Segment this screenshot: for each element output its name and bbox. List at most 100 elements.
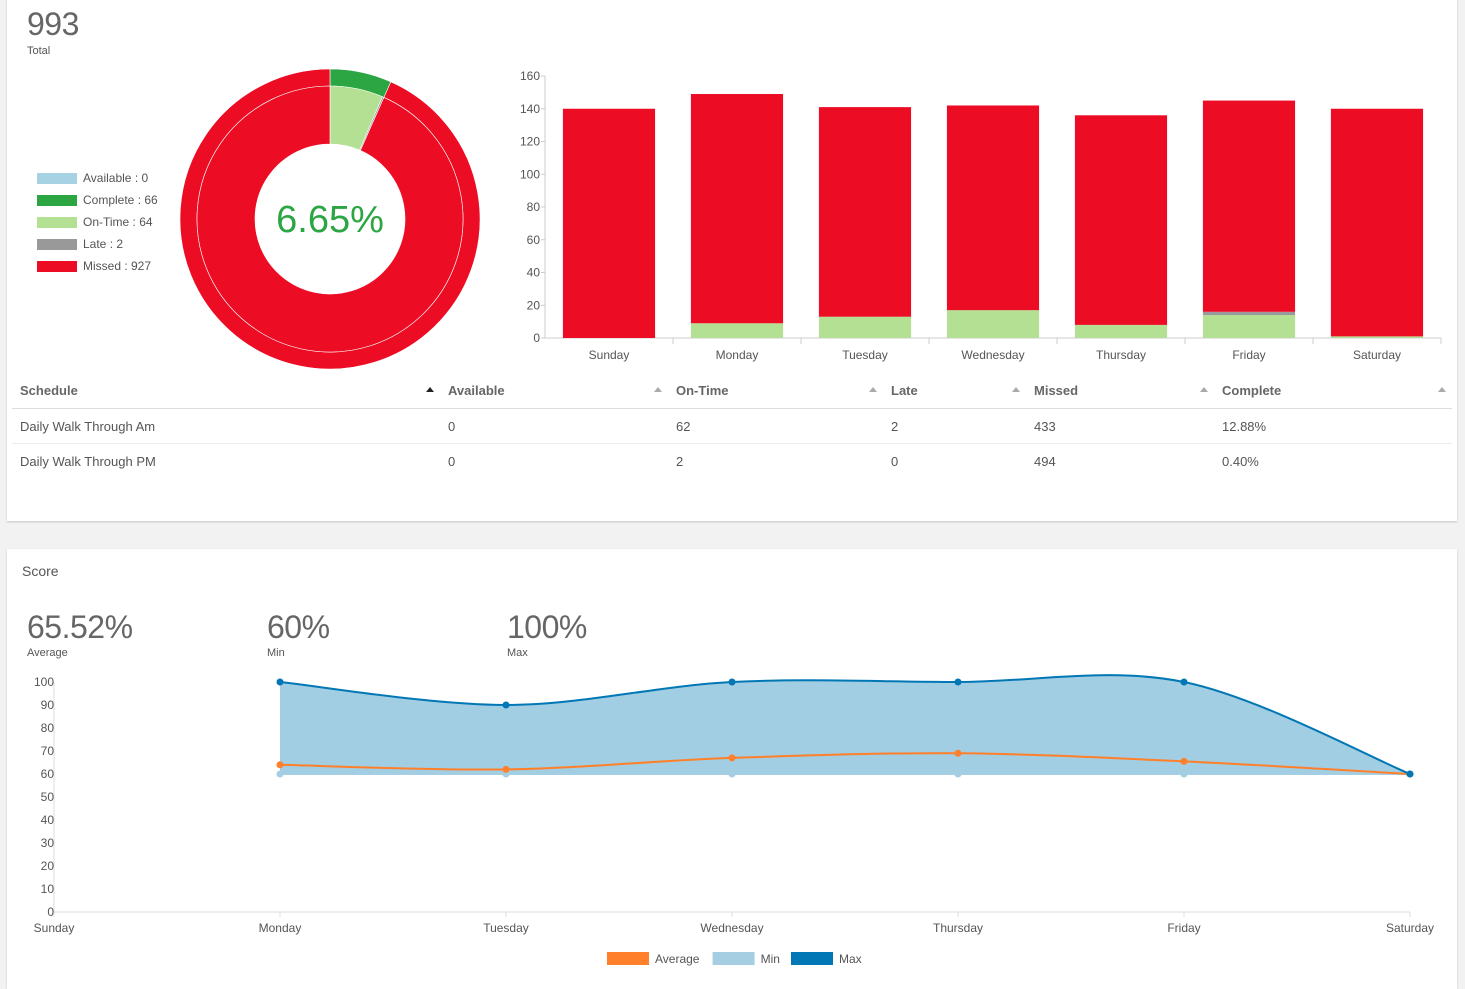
column-header-complete[interactable]: Complete	[1214, 372, 1452, 409]
legend-swatch-complete	[37, 194, 77, 206]
cell-late: 2	[883, 408, 1026, 444]
legend-label: Missed : 927	[83, 259, 152, 273]
min-max-area	[280, 675, 1410, 774]
bar-late-friday[interactable]	[1202, 311, 1296, 316]
x-tick-label: Friday	[1232, 348, 1265, 362]
sort-icon[interactable]	[1200, 387, 1208, 392]
min-point[interactable]	[276, 770, 284, 778]
x-tick-label: Saturday	[1386, 921, 1434, 935]
x-tick-label: Friday	[1167, 921, 1200, 935]
cell-late: 0	[891, 453, 899, 469]
x-tick-label: Tuesday	[842, 348, 888, 362]
bar-missed-thursday[interactable]	[1074, 115, 1168, 325]
min-point[interactable]	[728, 770, 736, 778]
x-tick-label: Wednesday	[700, 921, 763, 935]
y-tick-label: 140	[520, 102, 540, 116]
column-header-schedule[interactable]: Schedule	[12, 372, 440, 409]
score-title: Score	[22, 563, 59, 579]
legend-swatch-average[interactable]	[607, 952, 649, 965]
max-point[interactable]	[276, 678, 284, 686]
cell-schedule: Daily Walk Through Am	[12, 408, 440, 444]
x-tick-label: Sunday	[34, 921, 75, 935]
y-tick-label: 20	[527, 298, 541, 312]
legend-label-max[interactable]: Max	[839, 952, 862, 966]
y-tick-label: 90	[41, 698, 55, 712]
bar-missed-friday[interactable]	[1202, 100, 1296, 312]
table-row[interactable]: Daily Walk Through PM 0 2 0 494 0.40%	[12, 444, 1452, 479]
legend-label-min[interactable]: Min	[761, 952, 780, 966]
max-point[interactable]	[954, 678, 962, 686]
average-point[interactable]	[502, 765, 510, 773]
min-point[interactable]	[1180, 770, 1188, 778]
legend-item-complete[interactable]: Complete : 66	[37, 189, 158, 211]
average-point[interactable]	[728, 754, 736, 762]
average-point[interactable]	[954, 749, 962, 757]
max-point[interactable]	[1406, 770, 1414, 778]
max-label: Max	[507, 647, 528, 659]
y-tick-label: 60	[41, 767, 55, 781]
bar-missed-saturday[interactable]	[1330, 108, 1424, 337]
y-tick-label: 100	[520, 167, 540, 181]
max-line	[279, 674, 1411, 775]
legend-swatch-min[interactable]	[712, 952, 755, 965]
bar-on-time-tuesday[interactable]	[818, 316, 912, 338]
x-tick-label: Thursday	[933, 921, 983, 935]
min-point[interactable]	[954, 770, 962, 778]
y-tick-label: 80	[41, 721, 55, 735]
column-header-late[interactable]: Late	[883, 372, 1026, 409]
min-label: Min	[267, 647, 285, 659]
total-label: Total	[27, 45, 51, 57]
x-tick-label: Tuesday	[483, 921, 529, 935]
legend-swatch-late	[37, 238, 77, 250]
bar-missed-wednesday[interactable]	[946, 105, 1040, 311]
legend-label: On-Time : 64	[83, 215, 153, 229]
average-line	[279, 752, 1411, 775]
schedule-table: Schedule Available On-Time Late Missed C…	[12, 372, 1452, 478]
inner-slice-missed[interactable]	[196, 85, 464, 353]
x-tick-label: Wednesday	[961, 348, 1024, 362]
max-point[interactable]	[728, 678, 736, 686]
legend-swatch-available	[37, 172, 77, 184]
column-header-missed[interactable]: Missed	[1026, 372, 1214, 409]
bar-missed-tuesday[interactable]	[818, 107, 912, 317]
column-header-on-time[interactable]: On-Time	[668, 372, 883, 409]
legend-swatch-on-time	[37, 216, 77, 228]
legend-item-late[interactable]: Late : 2	[37, 233, 158, 255]
sort-icon[interactable]	[869, 387, 877, 392]
total-value: 993	[27, 6, 79, 42]
sort-icon[interactable]	[1012, 387, 1020, 392]
cell-complete: 12.88%	[1214, 408, 1452, 444]
cell-missed: 433	[1026, 408, 1214, 444]
bar-on-time-monday[interactable]	[690, 323, 784, 338]
weekly-bar-chart: 0 20 40 60 80 100 120 140 160 Sunday Monday Tuesday…	[520, 69, 1442, 362]
bar-on-time-thursday[interactable]	[1074, 324, 1168, 338]
table-row[interactable]: Daily Walk Through Am 0 62 2 433 12.88%	[12, 408, 1452, 444]
legend-item-on-time[interactable]: On-Time : 64	[37, 211, 158, 233]
completion-panel: 993 Total Available : 0 Complete : 66 On…	[7, 0, 1457, 521]
legend-item-available[interactable]: Available : 0	[37, 167, 158, 189]
y-tick-label: 50	[41, 790, 55, 804]
sort-asc-icon[interactable]	[426, 387, 434, 392]
legend-label-average[interactable]: Average	[655, 952, 700, 966]
average-value: 65.52%	[27, 609, 133, 645]
sort-icon[interactable]	[654, 387, 662, 392]
cell-schedule: Daily Walk Through PM	[20, 453, 156, 469]
max-point[interactable]	[502, 701, 510, 709]
legend-label: Available : 0	[83, 171, 149, 185]
x-tick-label: Thursday	[1096, 348, 1146, 362]
column-header-available[interactable]: Available	[440, 372, 668, 409]
average-point[interactable]	[276, 761, 284, 769]
average-point[interactable]	[1180, 757, 1188, 765]
legend-swatch-max[interactable]	[791, 952, 833, 965]
sort-icon[interactable]	[1438, 387, 1446, 392]
x-tick-label: Monday	[259, 921, 302, 935]
legend-item-missed[interactable]: Missed : 927	[37, 255, 158, 277]
bar-on-time-wednesday[interactable]	[946, 310, 1040, 338]
bar-missed-monday[interactable]	[690, 94, 784, 324]
bar-missed-sunday[interactable]	[562, 108, 656, 338]
max-point[interactable]	[1180, 678, 1188, 686]
legend-swatch-missed	[37, 260, 77, 272]
y-tick-label: 20	[41, 859, 55, 873]
bar-on-time-friday[interactable]	[1202, 315, 1296, 338]
bar-on-time-saturday[interactable]	[1330, 336, 1424, 338]
